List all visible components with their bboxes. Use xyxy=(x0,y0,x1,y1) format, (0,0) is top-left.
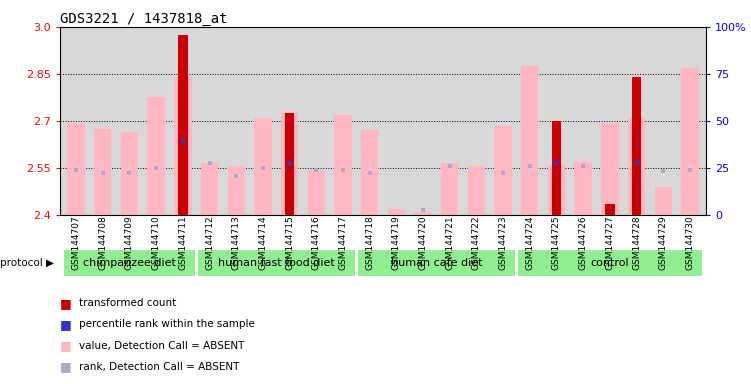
Text: GSM144707: GSM144707 xyxy=(71,215,80,270)
Bar xyxy=(468,166,485,215)
Text: GSM144712: GSM144712 xyxy=(205,215,214,270)
Text: GSM144713: GSM144713 xyxy=(232,215,241,270)
Bar xyxy=(281,113,298,215)
Bar xyxy=(255,118,272,215)
Text: human fast food diet: human fast food diet xyxy=(218,258,335,268)
Bar xyxy=(121,132,138,215)
Text: control: control xyxy=(590,258,629,268)
Bar xyxy=(63,249,196,277)
Text: transformed count: transformed count xyxy=(79,298,176,308)
Text: GSM144711: GSM144711 xyxy=(178,215,187,270)
Bar xyxy=(494,126,511,215)
Text: GDS3221 / 1437818_at: GDS3221 / 1437818_at xyxy=(60,12,228,26)
Bar xyxy=(655,187,672,215)
Text: GSM144718: GSM144718 xyxy=(365,215,374,270)
Bar xyxy=(441,163,458,215)
Text: GSM144722: GSM144722 xyxy=(472,215,481,270)
Text: ■: ■ xyxy=(60,318,72,331)
Bar xyxy=(174,77,192,215)
Text: GSM144728: GSM144728 xyxy=(632,215,641,270)
Text: GSM144726: GSM144726 xyxy=(579,215,588,270)
Bar xyxy=(632,77,641,215)
Text: ■: ■ xyxy=(60,360,72,373)
Text: GSM144715: GSM144715 xyxy=(285,215,294,270)
Bar xyxy=(361,130,379,215)
Bar xyxy=(94,129,111,215)
Bar xyxy=(68,122,85,215)
Bar xyxy=(521,66,538,215)
Text: GSM144727: GSM144727 xyxy=(605,215,614,270)
Bar xyxy=(552,121,561,215)
Text: GSM144729: GSM144729 xyxy=(659,215,668,270)
Bar xyxy=(547,165,566,215)
Text: human cafe diet: human cafe diet xyxy=(391,258,482,268)
Bar xyxy=(334,115,351,215)
Text: GSM144710: GSM144710 xyxy=(152,215,161,270)
Bar xyxy=(201,163,219,215)
Text: GSM144721: GSM144721 xyxy=(445,215,454,270)
Text: protocol ▶: protocol ▶ xyxy=(0,258,54,268)
Text: ■: ■ xyxy=(60,339,72,352)
Bar xyxy=(575,162,592,215)
Text: GSM144708: GSM144708 xyxy=(98,215,107,270)
Text: value, Detection Call = ABSENT: value, Detection Call = ABSENT xyxy=(79,341,244,351)
Bar xyxy=(602,122,619,215)
Text: percentile rank within the sample: percentile rank within the sample xyxy=(79,319,255,329)
Text: GSM144724: GSM144724 xyxy=(525,215,534,270)
Bar xyxy=(628,118,645,215)
Text: GSM144720: GSM144720 xyxy=(418,215,427,270)
Text: rank, Detection Call = ABSENT: rank, Detection Call = ABSENT xyxy=(79,362,240,372)
Text: GSM144714: GSM144714 xyxy=(258,215,267,270)
Bar xyxy=(415,212,432,215)
Text: GSM144725: GSM144725 xyxy=(552,215,561,270)
Text: chimpanzee diet: chimpanzee diet xyxy=(83,258,176,268)
Text: GSM144717: GSM144717 xyxy=(339,215,348,270)
Bar xyxy=(178,35,188,215)
Bar xyxy=(147,98,164,215)
Text: ■: ■ xyxy=(60,297,72,310)
Bar xyxy=(285,113,294,215)
Bar xyxy=(681,68,698,215)
Bar xyxy=(228,166,245,215)
Text: GSM144719: GSM144719 xyxy=(392,215,401,270)
Text: GSM144709: GSM144709 xyxy=(125,215,134,270)
Bar xyxy=(517,249,703,277)
Text: GSM144730: GSM144730 xyxy=(686,215,695,270)
Bar xyxy=(388,209,405,215)
Text: GSM144723: GSM144723 xyxy=(499,215,508,270)
Bar xyxy=(197,249,356,277)
Bar xyxy=(308,170,325,215)
Text: GSM144716: GSM144716 xyxy=(312,215,321,270)
Bar xyxy=(357,249,516,277)
Bar xyxy=(605,204,614,215)
